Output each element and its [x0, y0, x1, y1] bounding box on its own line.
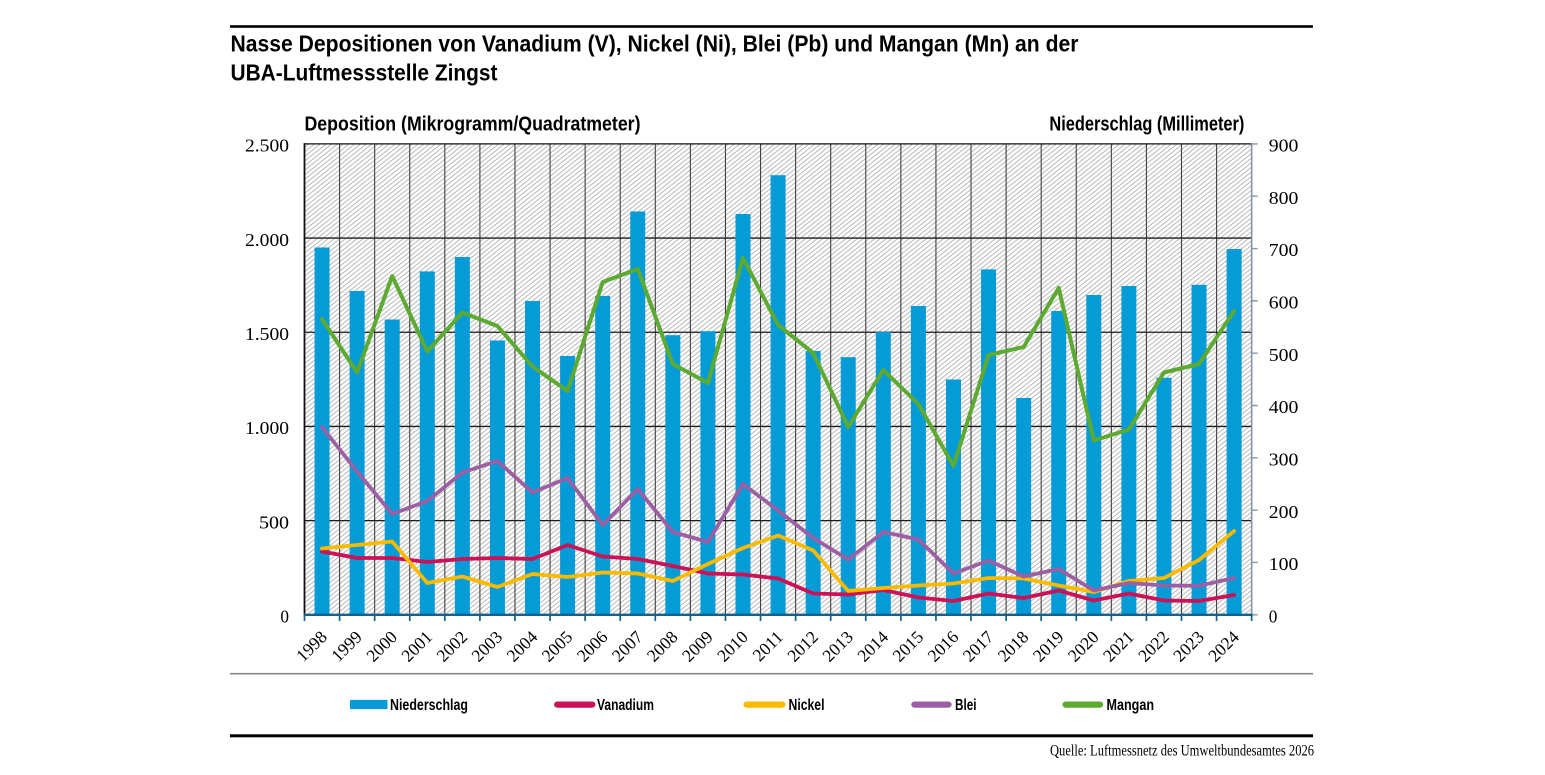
svg-text:Deposition (Mikrogramm/Quadrat: Deposition (Mikrogramm/Quadratmeter)	[305, 114, 641, 136]
svg-text:Nickel: Nickel	[789, 697, 825, 714]
svg-text:600: 600	[1269, 293, 1299, 313]
svg-text:2016: 2016	[923, 627, 962, 666]
svg-text:700: 700	[1269, 240, 1299, 260]
svg-text:2.500: 2.500	[245, 136, 289, 156]
svg-text:2009: 2009	[678, 627, 717, 666]
svg-text:2019: 2019	[1029, 627, 1068, 666]
svg-text:2012: 2012	[783, 627, 822, 666]
svg-text:2007: 2007	[608, 627, 647, 666]
svg-text:1998: 1998	[292, 627, 331, 666]
svg-text:2005: 2005	[538, 627, 577, 666]
svg-text:Vanadium: Vanadium	[597, 697, 654, 714]
svg-text:500: 500	[1269, 345, 1299, 365]
svg-text:2003: 2003	[467, 627, 506, 666]
svg-text:2017: 2017	[959, 627, 998, 666]
svg-text:1.000: 1.000	[245, 418, 289, 438]
svg-text:2002: 2002	[432, 627, 471, 666]
svg-text:Niederschlag: Niederschlag	[390, 697, 468, 714]
svg-text:2022: 2022	[1134, 627, 1173, 666]
svg-text:2013: 2013	[818, 627, 857, 666]
svg-text:2024: 2024	[1204, 627, 1243, 666]
svg-text:2015: 2015	[888, 627, 927, 666]
svg-text:2014: 2014	[853, 627, 892, 666]
svg-text:800: 800	[1269, 188, 1299, 208]
svg-text:2001: 2001	[397, 627, 436, 666]
svg-text:300: 300	[1269, 450, 1299, 470]
svg-text:1999: 1999	[327, 627, 366, 666]
svg-text:Mangan: Mangan	[1107, 697, 1155, 714]
svg-text:2000: 2000	[362, 627, 401, 666]
svg-text:2.000: 2.000	[245, 230, 289, 250]
svg-text:Niederschlag (Millimeter): Niederschlag (Millimeter)	[1049, 114, 1244, 136]
svg-text:Blei: Blei	[955, 697, 977, 714]
svg-text:2021: 2021	[1099, 627, 1138, 666]
svg-text:1.500: 1.500	[245, 324, 289, 344]
svg-text:200: 200	[1269, 502, 1299, 522]
svg-text:2018: 2018	[994, 627, 1033, 666]
svg-text:2023: 2023	[1169, 627, 1208, 666]
svg-text:900: 900	[1269, 136, 1299, 156]
svg-text:400: 400	[1269, 397, 1299, 417]
svg-text:2006: 2006	[573, 627, 612, 666]
svg-text:2011: 2011	[748, 627, 786, 665]
svg-text:UBA-Luftmessstelle Zingst: UBA-Luftmessstelle Zingst	[231, 60, 498, 86]
svg-text:100: 100	[1269, 554, 1299, 574]
svg-text:Nasse Depositionen von Vanadiu: Nasse Depositionen von Vanadium (V), Nic…	[231, 30, 1079, 56]
svg-text:2004: 2004	[502, 627, 541, 666]
svg-text:0: 0	[280, 607, 289, 627]
svg-text:2020: 2020	[1064, 627, 1103, 666]
svg-text:2008: 2008	[643, 627, 682, 666]
svg-text:500: 500	[259, 512, 289, 532]
svg-text:2010: 2010	[713, 627, 752, 666]
svg-text:0: 0	[1269, 607, 1278, 627]
svg-text:Quelle: Luftmessnetz des Umwel: Quelle: Luftmessnetz des Umweltbundesamt…	[1050, 743, 1314, 760]
